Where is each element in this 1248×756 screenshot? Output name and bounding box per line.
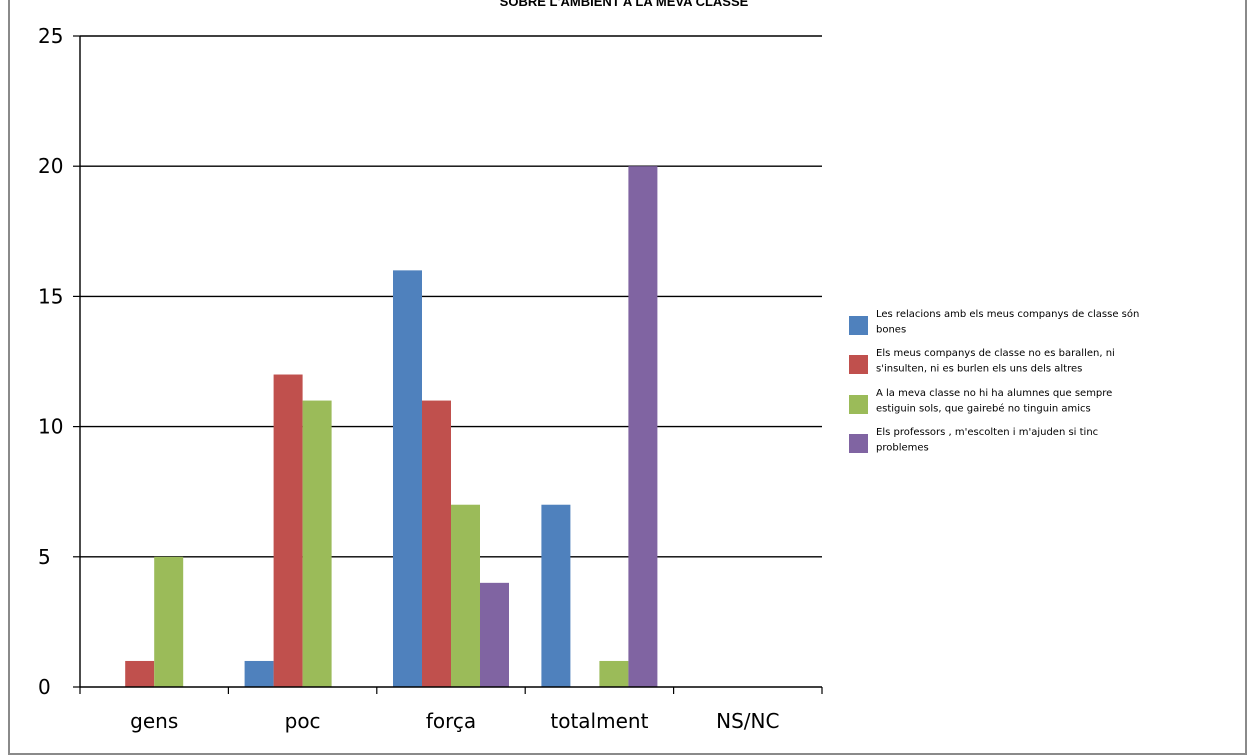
x-tick-label: totalment: [550, 709, 648, 733]
legend-swatch: [849, 395, 868, 414]
bar: [244, 660, 274, 687]
legend-label: Les relacions amb els meus companys de c…: [876, 308, 1139, 320]
legend-label: problemes: [876, 443, 929, 454]
legend-swatch: [849, 316, 868, 335]
bar: [393, 270, 422, 687]
bar: [422, 400, 451, 687]
legend-label: Els meus companys de classe no es barall…: [876, 348, 1115, 359]
legend-label: Els professors , m'escolten i m'ajuden s…: [876, 427, 1098, 438]
bar: [541, 504, 571, 687]
bar: [125, 660, 155, 687]
bar: [273, 374, 303, 687]
x-tick-label: força: [426, 709, 476, 733]
y-tick-label: 15: [38, 284, 63, 308]
bar: [628, 166, 658, 687]
bar: [154, 556, 184, 687]
chart-title: SOBRE L'AMBIENT A LA MEVA CLASSE: [499, 0, 749, 9]
x-tick-label: poc: [285, 709, 321, 733]
y-tick-label: 5: [38, 545, 51, 569]
legend-label: s'insulten, ni es burlen els uns dels al…: [876, 364, 1082, 375]
bar: [451, 504, 480, 687]
axes: 0 5 10 15 20 25 gens poc força totalment NS/NC: [38, 24, 823, 733]
y-tick-label: 25: [38, 24, 63, 48]
x-tick-label: NS/NC: [716, 709, 779, 733]
legend-swatch: [849, 434, 868, 453]
y-tick-label: 20: [38, 154, 63, 178]
legend-label: bones: [876, 325, 906, 336]
y-tick-label: 0: [38, 675, 51, 699]
bars: [125, 166, 658, 687]
legend: Les relacions amb els meus companys de c…: [849, 308, 1139, 454]
bar: [480, 582, 509, 687]
legend-label: A la meva classe no hi ha alumnes que se…: [876, 388, 1112, 399]
bar: [302, 400, 332, 687]
y-tick-label: 10: [38, 415, 63, 439]
x-tick-label: gens: [130, 709, 178, 733]
bar: [599, 660, 629, 687]
legend-swatch: [849, 355, 868, 374]
legend-label: estiguin sols, que gairebé no tinguin am…: [876, 403, 1091, 415]
chart-frame: [8, 0, 1247, 755]
